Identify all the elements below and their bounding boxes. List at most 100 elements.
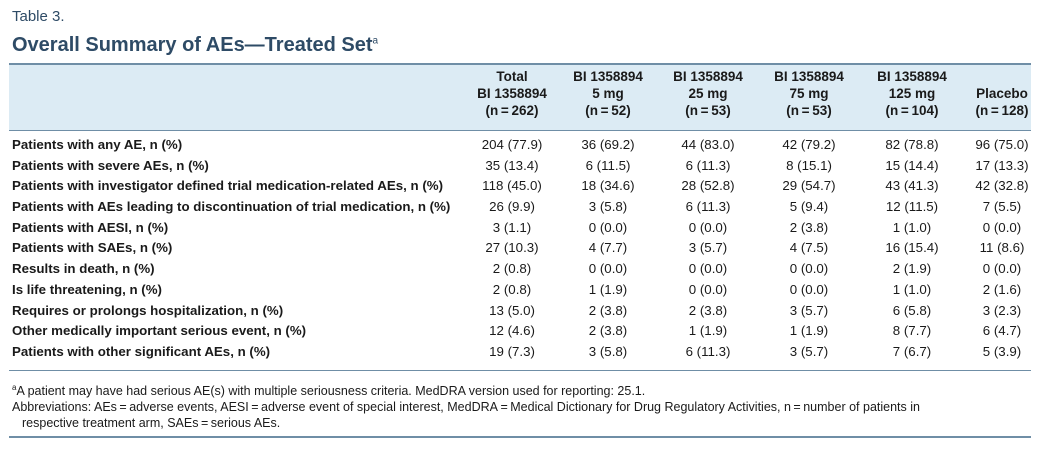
column-header-line: BI 1358894 [673, 69, 743, 84]
column-header-line: 25 mg [688, 86, 728, 101]
table-cell: 0 (0.0) [688, 281, 728, 297]
table-cell: 204 (77.9) [481, 137, 543, 152]
table-title: Overall Summary of AEs—Treated Seta [12, 34, 378, 57]
footnote-a-marker: a [12, 383, 17, 392]
table-cell: 5 (3.9) [982, 343, 1022, 359]
table-row: Patients with any AE, n (%) 204 (77.9) 36 … [12, 135, 1031, 156]
column-header-line: (n = 53) [786, 103, 832, 118]
table-cell: 26 (9.9) [489, 199, 535, 215]
footnote-a: aA patient may have had serious AE(s) wi… [12, 380, 645, 399]
table-cell: 3 (5.7) [688, 240, 728, 256]
column-header-line: Placebo [976, 86, 1028, 101]
table-cell: 12 (11.5) [885, 199, 939, 215]
title-footnote-marker: a [372, 35, 379, 47]
table-row: Patients with severe AEs, n (%) 35 (13.4)… [12, 156, 1031, 177]
table-cell: 0 (0.0) [588, 219, 628, 235]
table-cell: 82 (78.8) [885, 137, 939, 152]
column-header-line: (n = 52) [585, 103, 631, 118]
table-cell: 12 (4.6) [489, 323, 535, 339]
table-row: Other medically important serious event,… [12, 321, 1031, 342]
table-cell: 118 (45.0) [482, 178, 542, 194]
table-cell: 19 (7.3) [489, 343, 535, 359]
table-cell: 1 (1.0) [892, 219, 932, 235]
table-cell: 3 (2.3) [982, 302, 1022, 318]
column-header-5: BI 1358894 125 mg (n = 104) [862, 68, 962, 119]
table-cell: 0 (0.0) [588, 261, 628, 277]
table-cell: 0 (0.0) [982, 261, 1022, 277]
abbreviations-line-2: respective treatment arm, SAEs = serious… [22, 416, 281, 430]
column-header-line [952, 68, 1043, 85]
row-label: Is life threatening, n (%) [12, 281, 162, 297]
table-label: Table 3. [12, 8, 65, 25]
table-cell: 96 (75.0) [975, 137, 1029, 152]
table-cell: 44 (83.0) [681, 137, 735, 152]
table-cell: 7 (6.7) [892, 343, 932, 359]
row-label: Patients with any AE, n (%) [12, 137, 183, 152]
body-rule [9, 370, 1031, 371]
table-cell: 36 (69.2) [581, 137, 635, 152]
table-cell: 29 (54.7) [782, 178, 836, 194]
table-cell: 6 (11.5) [585, 157, 631, 173]
table-row: Patients with AESI, n (%) 3 (1.1) 0 (0.0) 0… [12, 218, 1031, 239]
row-label: Results in death, n (%) [12, 261, 155, 277]
table-cell: 2 (3.8) [588, 323, 628, 339]
bottom-rule [9, 436, 1031, 438]
table-cell: 2 (3.8) [789, 219, 829, 235]
table-cell: 7 (5.5) [982, 199, 1022, 215]
row-label: Patients with severe AEs, n (%) [12, 157, 209, 173]
row-label: Patients with investigator defined trial… [12, 178, 443, 194]
table-body: Patients with any AE, n (%) 204 (77.9) 36 … [12, 135, 1031, 363]
table-row: Patients with AEs leading to discontinua… [12, 197, 1031, 218]
header-rule [9, 130, 1031, 131]
table-cell: 3 (5.7) [789, 343, 829, 359]
title-text: Overall Summary of AEs—Treated Set [12, 34, 373, 56]
table-cell: 17 (13.3) [975, 157, 1029, 173]
column-header-line: BI 1358894 [573, 69, 643, 84]
table-cell: 0 (0.0) [982, 219, 1022, 235]
column-header-line: (n = 262) [485, 103, 539, 118]
table-cell: 2 (3.8) [588, 302, 628, 318]
table-row: Patients with SAEs, n (%) 27 (10.3) 4 (7.7… [12, 238, 1031, 259]
table-cell: 2 (1.6) [982, 281, 1022, 297]
table-cell: 4 (7.5) [789, 240, 829, 256]
column-header-6: Placebo (n = 128) [952, 68, 1043, 119]
column-header-line: (n = 53) [685, 103, 731, 118]
table-cell: 43 (41.3) [885, 178, 939, 194]
table-cell: 3 (5.7) [789, 302, 829, 318]
row-label: Patients with AESI, n (%) [12, 219, 169, 235]
table-cell: 6 (11.3) [685, 199, 731, 215]
table-cell: 28 (52.8) [681, 178, 735, 194]
table-cell: 0 (0.0) [688, 261, 728, 277]
abbreviations: Abbreviations: AEs = adverse events, AES… [12, 399, 1022, 431]
table-cell: 2 (1.9) [892, 261, 932, 277]
table-cell: 13 (5.0) [489, 302, 535, 318]
column-header-line: BI 1358894 [877, 69, 947, 84]
table-cell: 1 (1.9) [588, 281, 628, 297]
table-cell: 2 (0.8) [492, 281, 532, 297]
table-cell: 42 (79.2) [782, 137, 836, 152]
table-cell: 6 (11.3) [685, 343, 731, 359]
table-cell: 2 (3.8) [688, 302, 728, 318]
header-band [9, 65, 1031, 130]
table-cell: 3 (1.1) [492, 219, 532, 235]
table-cell: 35 (13.4) [485, 157, 539, 173]
column-header-line: 5 mg [592, 86, 624, 101]
table-cell: 8 (15.1) [786, 157, 832, 173]
column-header-4: BI 1358894 75 mg (n = 53) [759, 68, 859, 119]
table-cell: 42 (32.8) [975, 178, 1029, 194]
row-label: Patients with AEs leading to discontinua… [12, 199, 451, 215]
table-cell: 3 (5.8) [588, 343, 628, 359]
table-row: Patients with other significant AEs, n (… [12, 342, 1031, 363]
table-cell: 15 (14.4) [885, 157, 939, 173]
table-cell: 6 (5.8) [892, 302, 932, 318]
column-header-line: (n = 128) [975, 103, 1029, 118]
top-rule [9, 63, 1031, 65]
column-header-2: BI 1358894 5 mg (n = 52) [558, 68, 658, 119]
table-row: Requires or prolongs hospitalization, n … [12, 301, 1031, 322]
table-cell: 1 (1.9) [789, 323, 829, 339]
table-cell: 0 (0.0) [789, 261, 829, 277]
footnote-a-text: A patient may have had serious AE(s) wit… [16, 384, 646, 399]
table-cell: 6 (4.7) [982, 323, 1022, 339]
table-row: Patients with investigator defined trial… [12, 176, 1031, 197]
